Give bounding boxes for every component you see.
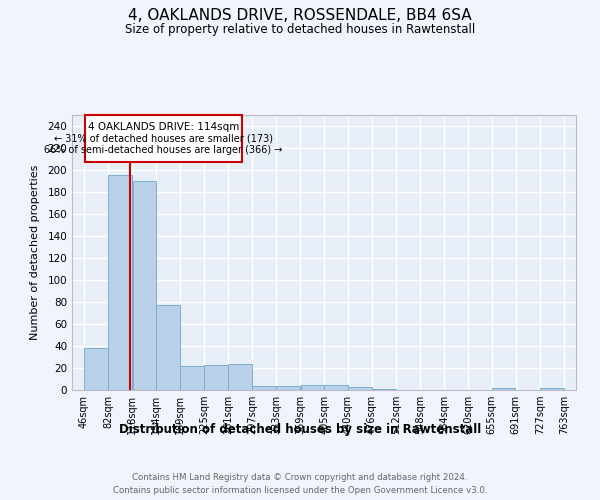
Bar bbox=[156, 306, 180, 390]
Text: 66% of semi-detached houses are larger (366) →: 66% of semi-detached houses are larger (… bbox=[44, 144, 283, 154]
Y-axis label: Number of detached properties: Number of detached properties bbox=[31, 165, 40, 340]
Bar bbox=[492, 388, 515, 390]
Bar bbox=[180, 366, 203, 390]
Bar bbox=[540, 388, 563, 390]
Bar bbox=[372, 389, 395, 390]
Text: Distribution of detached houses by size in Rawtenstall: Distribution of detached houses by size … bbox=[119, 422, 481, 436]
Bar bbox=[228, 364, 252, 390]
Bar bbox=[85, 348, 108, 390]
Bar bbox=[109, 176, 132, 390]
Bar bbox=[301, 384, 324, 390]
Text: ← 31% of detached houses are smaller (173): ← 31% of detached houses are smaller (17… bbox=[54, 134, 273, 143]
Bar bbox=[348, 386, 371, 390]
Text: 4, OAKLANDS DRIVE, ROSSENDALE, BB4 6SA: 4, OAKLANDS DRIVE, ROSSENDALE, BB4 6SA bbox=[128, 8, 472, 22]
Bar bbox=[253, 386, 276, 390]
Bar bbox=[133, 181, 156, 390]
Text: Contains HM Land Registry data © Crown copyright and database right 2024.
Contai: Contains HM Land Registry data © Crown c… bbox=[113, 474, 487, 495]
Bar bbox=[204, 364, 227, 390]
Bar bbox=[277, 386, 300, 390]
Text: 4 OAKLANDS DRIVE: 114sqm: 4 OAKLANDS DRIVE: 114sqm bbox=[88, 122, 239, 132]
Text: Size of property relative to detached houses in Rawtenstall: Size of property relative to detached ho… bbox=[125, 22, 475, 36]
FancyBboxPatch shape bbox=[85, 115, 242, 162]
Bar bbox=[324, 384, 348, 390]
